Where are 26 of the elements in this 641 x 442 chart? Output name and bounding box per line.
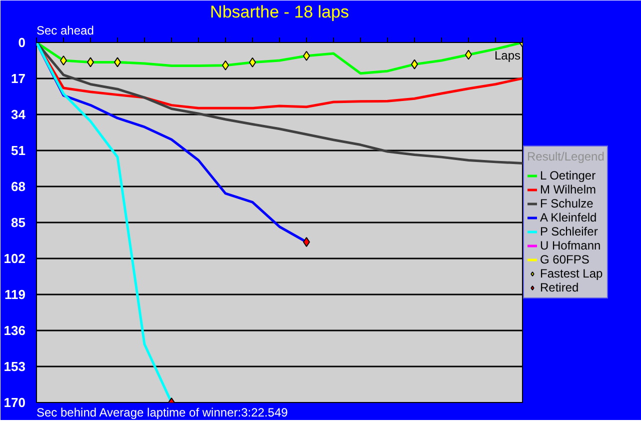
text: Sec ahead	[36, 24, 94, 38]
chart-title: Nbsarthe - 18 laps	[210, 2, 349, 22]
y-tick-label: 102	[4, 251, 26, 266]
x-axis-title: Laps	[494, 48, 521, 62]
legend-label: U Hofmann	[540, 238, 601, 252]
y-tick-label: 119	[4, 287, 26, 302]
point	[60, 56, 67, 66]
legend-label: A Kleinfeld	[540, 210, 597, 224]
y-tick-label: 34	[11, 107, 26, 122]
y-tick-label: 68	[11, 179, 26, 194]
legend-title: Result/Legend	[527, 150, 604, 164]
text: Sec behind Average laptime of winner:3:22.549	[36, 406, 288, 420]
legend-label: P Schleifer	[540, 224, 598, 238]
legend-label: M Wilhelm	[540, 182, 596, 196]
y-tick-label: 17	[11, 71, 26, 86]
legend-label: Fastest Lap	[540, 266, 603, 280]
legend-label: Retired	[540, 280, 579, 294]
legend-label: F Schulze	[540, 196, 594, 210]
y-tick-label: 51	[11, 143, 26, 158]
y-tick-label: 0	[18, 35, 26, 50]
y-tick-label: 85	[11, 215, 26, 230]
legend-label: L Oetinger	[540, 168, 596, 182]
y-tick-label: 136	[4, 323, 26, 338]
y-tick-label: 153	[4, 359, 26, 374]
y-tick-label: 170	[4, 395, 26, 410]
legend-label: G 60FPS	[540, 252, 590, 266]
